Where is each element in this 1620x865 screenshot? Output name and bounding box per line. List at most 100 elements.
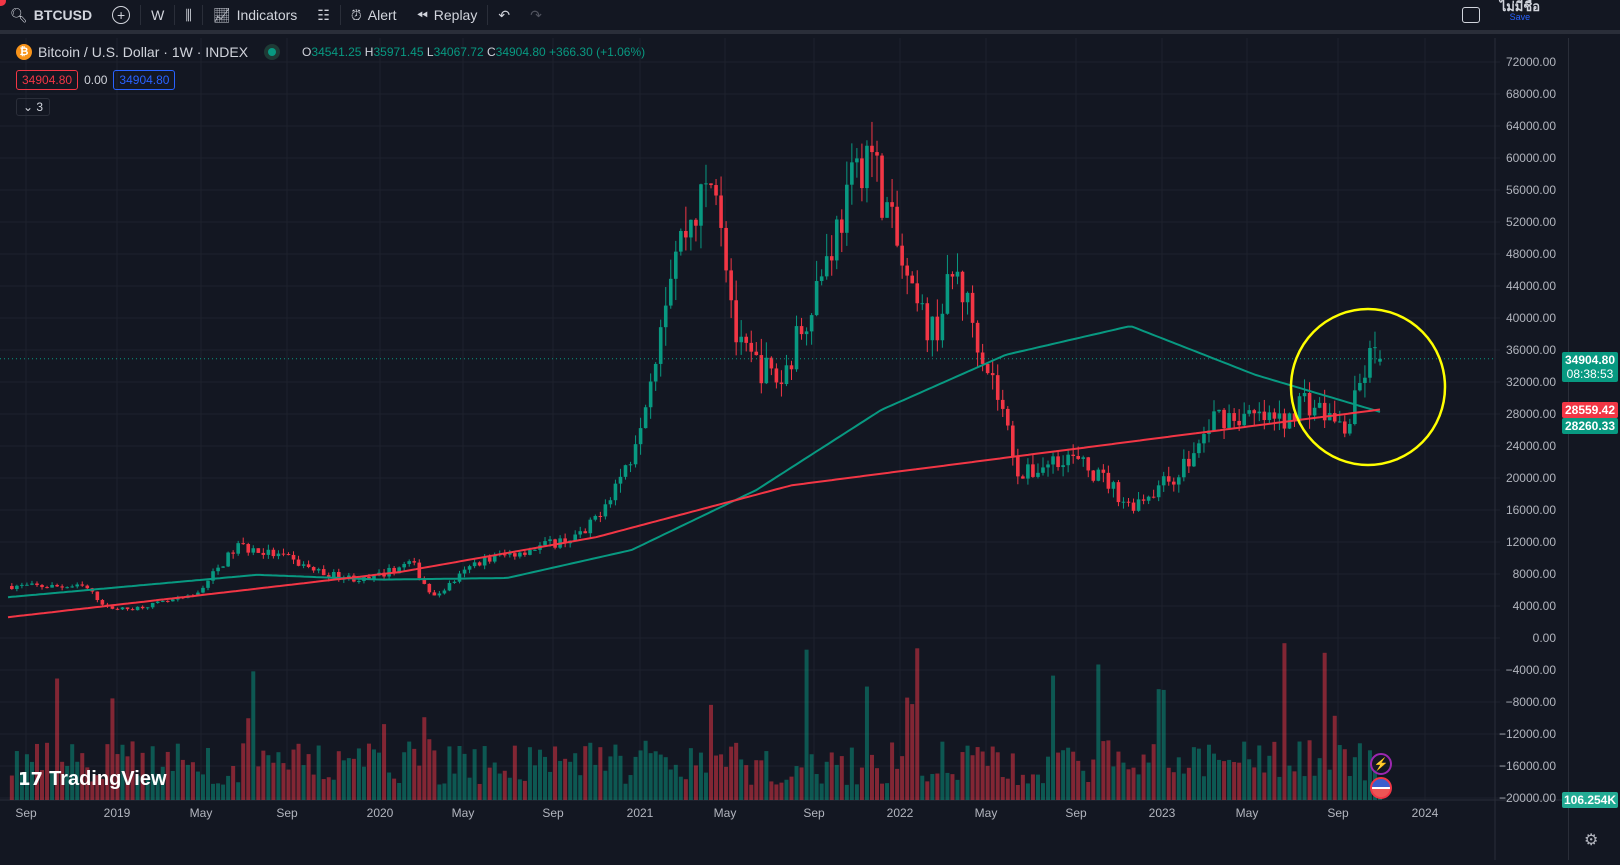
volume-bar [1217, 759, 1222, 800]
volume-bar [1131, 767, 1136, 800]
volume-bar [236, 782, 241, 800]
templates-button[interactable]: ☷ [307, 0, 340, 30]
chart-pane[interactable] [0, 38, 1568, 860]
volume-bar [1237, 762, 1242, 800]
candle-body [990, 373, 995, 376]
ma-slow-tag: 28559.42 [1562, 402, 1618, 418]
symbol-title[interactable]: Bitcoin / U.S. Dollar · 1W · INDEX [38, 44, 249, 60]
volume-bar [1121, 762, 1126, 800]
candle-body [140, 606, 145, 609]
volume-bar [844, 784, 849, 800]
undo-button[interactable]: ↶ [488, 0, 520, 30]
volume-bar [105, 744, 110, 800]
candle-body [548, 539, 552, 542]
candle-body [834, 219, 839, 261]
lightning-event-icon[interactable]: ⚡ [1370, 753, 1392, 775]
candle-body [1000, 399, 1005, 409]
replay-button[interactable]: ⏪︎ Replay [416, 6, 478, 24]
volume-bar [517, 779, 522, 800]
candle-body [1262, 411, 1267, 421]
interval-button[interactable]: W [151, 7, 165, 23]
chart-type-button[interactable]: ⫼ [175, 0, 201, 30]
candle-body [1086, 457, 1091, 471]
volume-bar [643, 740, 648, 800]
volume-bar [60, 761, 65, 800]
candle-body [266, 549, 271, 555]
candle-body [397, 567, 401, 574]
candle-body [1111, 482, 1116, 489]
volume-bar [1206, 744, 1211, 800]
us-flag-event-icon[interactable] [1370, 777, 1392, 799]
indicators-button[interactable]: 📈︎ Indicators [212, 6, 298, 24]
redo-button[interactable]: ↷ [520, 0, 552, 30]
candle-body [714, 185, 718, 196]
market-status-dot [268, 48, 277, 56]
candle-body [271, 549, 276, 557]
candle-body [1222, 409, 1226, 429]
buy-price[interactable]: 34904.80 [113, 70, 176, 90]
candle-body [1146, 496, 1151, 501]
save-layout-button[interactable]: ไม่มีชื่อ Save [1499, 0, 1540, 22]
volume-bar [356, 748, 361, 800]
volume-bar [714, 755, 719, 800]
candle-body [769, 357, 774, 369]
chart-canvas[interactable] [0, 38, 1568, 860]
compare-symbol-button[interactable]: + [102, 0, 140, 30]
volume-bar [985, 765, 990, 800]
candle-body [663, 305, 668, 328]
candle-body [201, 587, 205, 593]
candle-body [55, 584, 59, 587]
candle-body [412, 561, 417, 563]
candle-body [306, 564, 311, 568]
volume-bar [165, 751, 170, 800]
volume-bar [990, 746, 995, 800]
volume-bar [1000, 777, 1005, 800]
volume-bar [1357, 743, 1362, 800]
volume-bar [653, 751, 658, 800]
candle-body [1091, 470, 1096, 481]
volume-bar [532, 765, 537, 800]
candle-body [910, 275, 915, 284]
volume-bar [372, 749, 376, 800]
alert-button[interactable]: ⏰︎ Alert [350, 6, 397, 24]
candle-body [261, 552, 266, 555]
time-axis-label: May [189, 806, 213, 820]
ma-slow-line [7, 408, 1381, 619]
candle-body [1202, 434, 1206, 444]
symbol-search-button[interactable]: 🔍︎ BTCUSD [10, 6, 93, 24]
price-axis-label: −20000.00 [1498, 791, 1556, 805]
volume-bar [950, 774, 955, 800]
volume-bar [890, 742, 895, 800]
candle-body [1187, 458, 1191, 467]
volume-bar [869, 754, 874, 800]
layout-button[interactable] [1452, 0, 1490, 30]
candle-body [935, 316, 940, 341]
bid-ask: 34904.80 0.00 34904.80 [16, 70, 176, 90]
settings-icon[interactable]: ⚙ [1584, 832, 1599, 849]
volume-bar [241, 743, 246, 800]
candle-body [1005, 408, 1010, 426]
candle-body [130, 609, 135, 611]
candle-body [925, 303, 930, 341]
volume-bar [180, 759, 185, 800]
candle-body [1177, 477, 1181, 485]
volume-bar [246, 718, 251, 800]
highlight-circle-drawing [1289, 307, 1447, 467]
candle-body [336, 572, 341, 580]
candle-body [829, 256, 834, 261]
candle-body [1297, 396, 1302, 422]
sell-price[interactable]: 34904.80 [16, 70, 79, 90]
volume-bar [970, 755, 975, 800]
volume-bar [90, 781, 95, 800]
volume-bar [1005, 778, 1010, 800]
volume-bar [1292, 771, 1297, 800]
volume-bar [995, 752, 1000, 800]
volume-bar [45, 742, 50, 800]
indicators-collapse-button[interactable]: ⌄ 3 [16, 98, 51, 116]
candle-body [432, 592, 437, 596]
candle-body [221, 566, 225, 568]
volume-tag: 106.254K [1562, 792, 1618, 808]
volume-bar [804, 649, 809, 800]
volume-bar [824, 761, 829, 800]
volume-bar [291, 749, 296, 800]
